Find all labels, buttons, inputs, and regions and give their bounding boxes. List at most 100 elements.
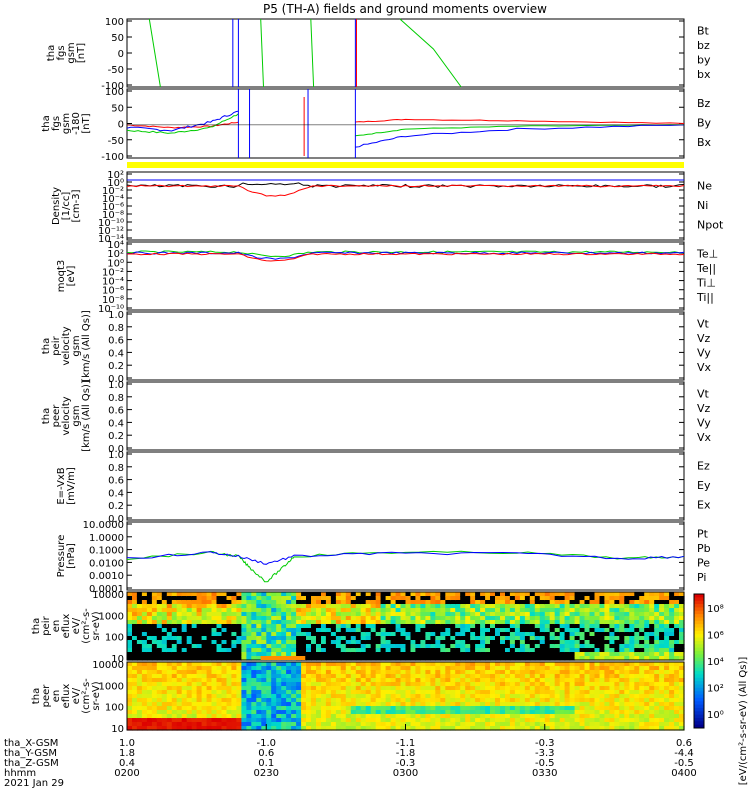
y-tick-label: -50 — [108, 65, 124, 76]
colorbar-cell — [694, 620, 704, 625]
panel-frame — [126, 171, 685, 241]
legend-item: Bt — [697, 24, 710, 37]
pi-trace — [126, 551, 685, 565]
colorbar-cell — [694, 684, 704, 689]
y-tick-label: 10000 — [92, 660, 124, 671]
colorbar-cell — [694, 634, 704, 639]
legend-item: Vz — [697, 402, 711, 415]
colorbar-cell — [694, 604, 704, 608]
colorbar-cell — [694, 697, 704, 702]
legend-item: By — [697, 117, 712, 130]
x-row-value: 0230 — [254, 768, 279, 779]
pe-trace — [126, 550, 685, 583]
colorbar-cell — [694, 661, 704, 665]
colorbar-cell — [694, 724, 704, 729]
legend-item: Ni — [697, 199, 708, 212]
y-tick-label: 0.4 — [108, 418, 124, 429]
y-tick-label: 10⁻⁸ — [102, 210, 124, 221]
y-label-line: eV/ — [71, 617, 82, 634]
legend-item: Te|| — [696, 262, 716, 275]
colorbar-cell — [694, 704, 704, 709]
y-axis-label: tha peir en eflux eV/(cm²-s-sr-eV) — [31, 608, 102, 644]
by-trace — [310, 18, 315, 88]
y-tick-label: 50 — [111, 33, 124, 44]
x-row-value: -1.1 — [396, 738, 416, 749]
colorbar-cell — [694, 711, 704, 716]
panel-frame — [126, 591, 685, 661]
y-label-line: tha — [31, 618, 42, 634]
colorbar-cell — [694, 607, 704, 612]
y-tick-label: 0 — [118, 120, 124, 131]
legend-item: Npot — [697, 218, 724, 231]
y-axis-label: tha peer velocity gsm [km/s (All Qs)] — [41, 380, 92, 452]
mode-strip — [127, 162, 684, 168]
legend-item: Pb — [697, 542, 711, 555]
y-tick-label: 0.2 — [108, 361, 124, 372]
legend-item: Bz — [697, 97, 711, 110]
y-tick-label: 100 — [105, 87, 124, 98]
y-tick-label: 1000 — [99, 681, 124, 692]
y-tick-label: 10⁴ — [107, 240, 124, 251]
colorbar-cell — [694, 657, 704, 662]
y-tick-label: 10 — [111, 724, 124, 735]
colorbar-cell — [694, 650, 704, 655]
panel-peer-velocity: 1.0 0.8 0.60.4 0.2 0.0 tha peer velocity gsm [km/… — [41, 380, 712, 455]
y-tick-label: 1.0 — [108, 310, 124, 321]
colorbar-cell — [694, 674, 704, 679]
legend-item: bx — [697, 68, 711, 81]
y-tick-label: 10⁻¹⁴ — [98, 234, 124, 245]
panel-frame — [126, 451, 685, 521]
y-label-line: [nT] — [76, 43, 87, 63]
x-row-value: -0.5 — [535, 758, 555, 769]
y-tick-label: 0.8 — [108, 463, 124, 474]
x-row-value: 0.4 — [119, 758, 135, 769]
y-tick-label: 0.0 — [108, 444, 124, 455]
y-tick-label: 0.8 — [108, 323, 124, 334]
y-label-line: en — [51, 620, 62, 633]
y-tick-label: 0.2 — [108, 501, 124, 512]
y-tick-label: 10.0000 — [83, 520, 124, 531]
x-row-value: -0.3 — [396, 758, 416, 769]
ni-trace — [126, 182, 685, 189]
y-axis-label: E=-VxB [mV/m] — [56, 467, 77, 505]
y-label-line: [cm-3] — [71, 189, 82, 222]
y-label-line: sr-eV) — [91, 681, 102, 710]
y-axis-label: tha peir velocity gsm [km/s (All Qs)] — [41, 310, 92, 382]
y-label-line: [nPa] — [66, 543, 77, 569]
y-tick-label: 50 — [111, 103, 124, 114]
y-label-line: gsm — [66, 42, 77, 63]
colorbar-cell — [694, 630, 704, 635]
legend-item: Vy — [697, 346, 711, 359]
y-label-line: [km/s (All Qs)] — [81, 380, 92, 452]
y-axis-label: tha peer en eflux eV/(cm²-s-sr-eV) — [31, 678, 102, 714]
colorbar-cell — [694, 721, 704, 726]
y-label-line: fgs — [51, 116, 62, 131]
panel-frame — [126, 18, 685, 88]
legend-item: by — [697, 53, 711, 66]
heatmap-cells — [127, 662, 685, 731]
colorbar-cell — [694, 600, 704, 605]
x-row-value: -4.4 — [674, 748, 694, 759]
y-label-line: tha — [41, 338, 52, 354]
x-row-value: 0200 — [114, 768, 139, 779]
panel-peir-velocity: 1.0 0.8 0.60.4 0.2 0.0 tha peir velocity gsm [km/… — [41, 310, 712, 385]
y-label-line: peer — [51, 404, 62, 428]
y-axis-label: Density [1/cc] [cm-3] — [51, 187, 82, 225]
y-label-line: gsm — [61, 113, 72, 134]
legend-item: Pi — [697, 571, 706, 584]
legend-item: Vy — [697, 416, 711, 429]
y-tick-label: 100 — [105, 17, 124, 28]
legend-item: Ti⊥ — [696, 276, 716, 289]
y-axis-label: tha fgs gsm -180 [nT] — [41, 112, 92, 135]
by-trace — [260, 18, 264, 88]
y-tick-label: -100 — [101, 152, 124, 163]
y-tick-label: 10² — [107, 249, 124, 260]
y-axis-label: moqt3 [eV] — [56, 260, 77, 293]
x-row-label: tha_Y-GSM — [4, 748, 57, 759]
legend-item: Vz — [697, 332, 711, 345]
y-label-line: peir — [51, 335, 62, 355]
bz-trace — [355, 118, 685, 124]
colorbar-cell — [694, 637, 704, 642]
